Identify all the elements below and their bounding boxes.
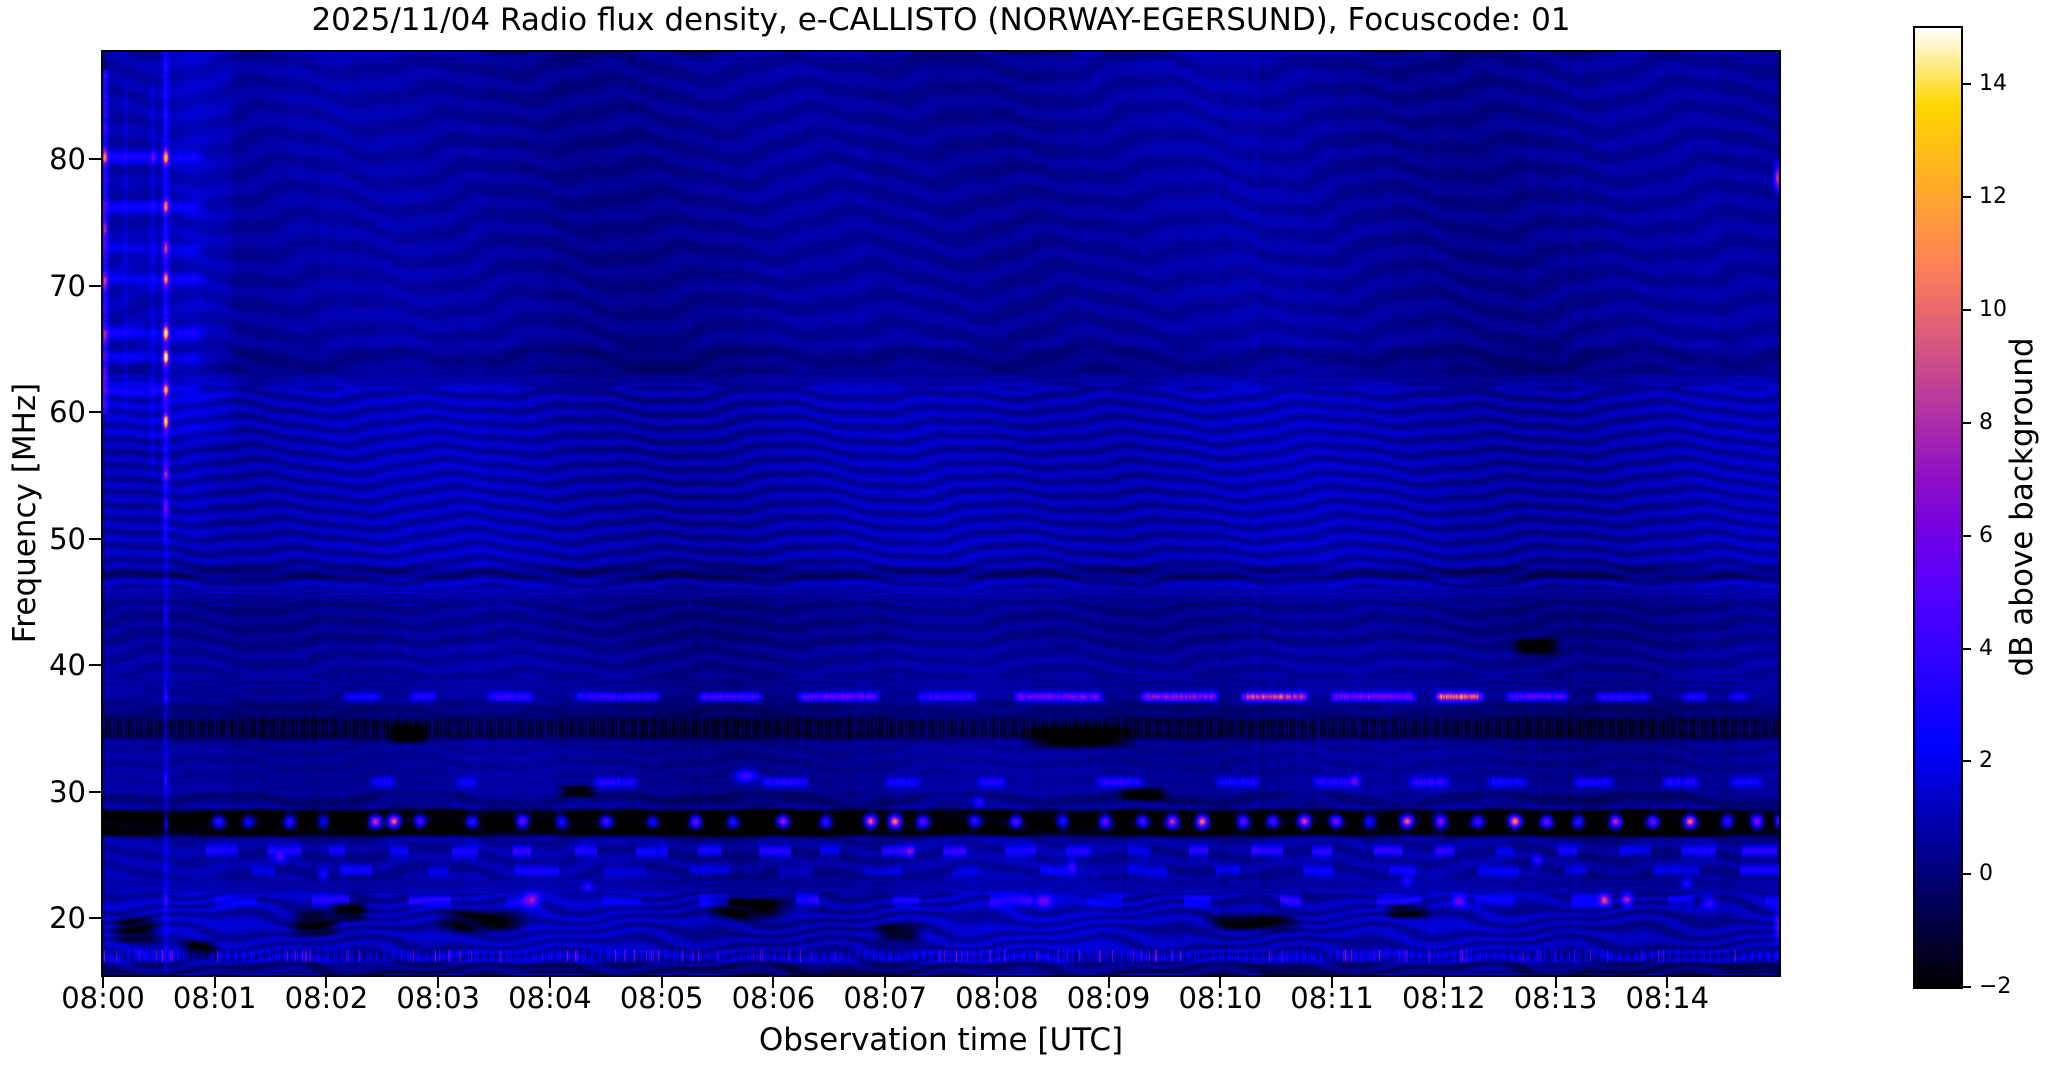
x-tick-label: 08:11: [1290, 981, 1374, 1015]
colorbar-tick-mark: [1961, 309, 1971, 312]
colorbar-tick-mark: [1961, 647, 1971, 650]
x-tick-mark: [325, 975, 328, 988]
colorbar-label: dB above background: [2004, 337, 2040, 677]
x-tick-label: 08:12: [1402, 981, 1486, 1015]
y-tick-label: 20: [49, 901, 86, 936]
x-tick-label: 08:01: [172, 981, 257, 1015]
y-tick-label: 80: [49, 142, 86, 177]
y-tick-mark: [89, 411, 102, 414]
x-tick-label: 08:04: [508, 981, 592, 1015]
y-tick-label: 70: [49, 268, 86, 303]
x-tick-label: 08:00: [61, 981, 145, 1015]
colorbar-tick-label: 0: [1979, 861, 1993, 887]
x-tick-mark: [884, 975, 887, 988]
x-tick-label: 08:02: [284, 981, 369, 1015]
y-tick-mark: [89, 664, 102, 667]
colorbar-tick-mark: [1961, 421, 1971, 424]
y-tick-mark: [89, 790, 102, 793]
colorbar-canvas: [1915, 28, 1961, 987]
colorbar-tick-mark: [1961, 534, 1971, 537]
x-tick-mark: [995, 975, 998, 988]
x-tick-mark: [548, 975, 551, 988]
x-tick-label: 08:05: [619, 981, 704, 1015]
colorbar-tick-mark: [1961, 196, 1971, 199]
colorbar-tick-label: 4: [1979, 635, 1993, 661]
x-tick-mark: [1219, 975, 1222, 988]
x-tick-label: 08:03: [396, 981, 480, 1015]
x-tick-mark: [213, 975, 216, 988]
figure-title: 2025/11/04 Radio flux density, e-CALLIST…: [311, 2, 1571, 38]
y-tick-mark: [89, 284, 102, 287]
x-tick-label: 08:08: [955, 981, 1039, 1015]
x-tick-mark: [1107, 975, 1110, 988]
x-tick-mark: [772, 975, 775, 988]
x-tick-mark: [1554, 975, 1557, 988]
x-tick-label: 08:10: [1178, 981, 1263, 1015]
x-tick-label: 08:13: [1513, 981, 1598, 1015]
colorbar-tick-mark: [1961, 986, 1971, 988]
colorbar-tick-label: 10: [1979, 297, 2007, 323]
y-tick-mark: [89, 537, 102, 540]
x-tick-mark: [660, 975, 663, 988]
spectrogram-canvas: [103, 52, 1779, 975]
y-tick-label: 50: [49, 521, 86, 556]
y-tick-mark: [89, 158, 102, 161]
x-tick-mark: [437, 975, 440, 988]
x-tick-label: 08:14: [1625, 981, 1710, 1015]
colorbar-tick-mark: [1961, 760, 1971, 763]
colorbar-tick-label: 12: [1979, 184, 2007, 210]
colorbar-tick-mark: [1961, 83, 1971, 86]
colorbar-tick-label: 8: [1979, 409, 1993, 435]
y-tick-label: 60: [49, 395, 86, 430]
x-axis-label: Observation time [UTC]: [758, 1022, 1124, 1058]
x-tick-label: 08:07: [843, 981, 927, 1015]
x-tick-label: 08:06: [731, 981, 816, 1015]
x-tick-mark: [1331, 975, 1334, 988]
colorbar-tick-label: 14: [1979, 71, 2007, 97]
colorbar-tick-label: −2: [1979, 974, 2012, 999]
x-tick-mark: [1442, 975, 1445, 988]
y-tick-label: 30: [49, 774, 86, 809]
y-tick-mark: [89, 917, 102, 920]
y-tick-label: 40: [49, 648, 86, 683]
x-tick-label: 08:09: [1066, 981, 1151, 1015]
colorbar-tick-label: 2: [1979, 748, 1993, 774]
x-tick-mark: [102, 975, 104, 988]
x-tick-mark: [1666, 975, 1669, 988]
colorbar-tick-mark: [1961, 873, 1971, 876]
colorbar-tick-label: 6: [1979, 522, 1993, 548]
